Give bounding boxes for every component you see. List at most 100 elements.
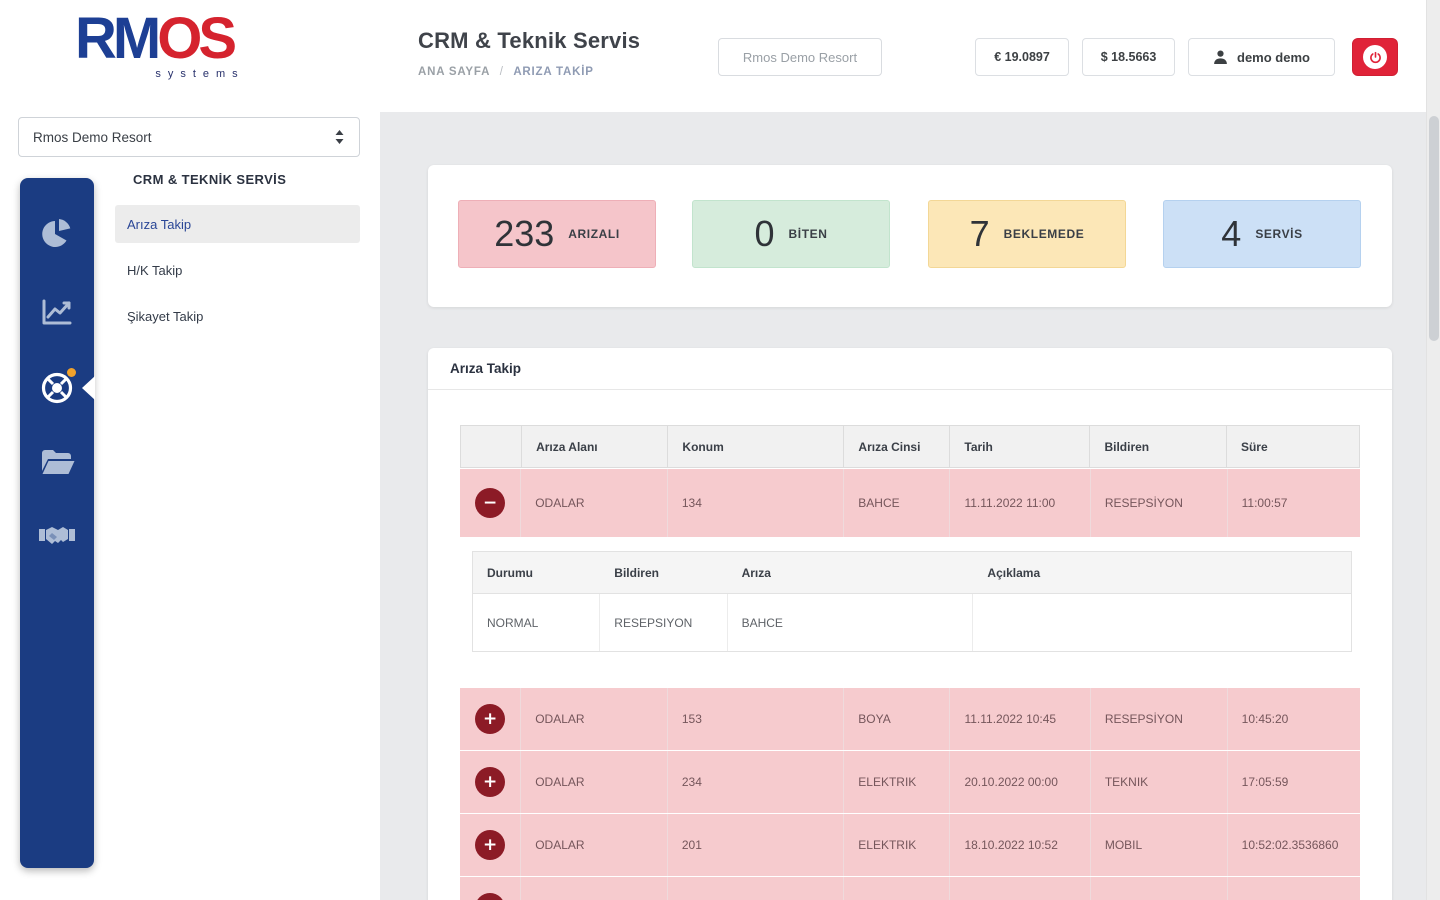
menu-section-title: CRM & TEKNİK SERVİS: [133, 172, 287, 187]
stat-biten-value: 0: [754, 213, 775, 254]
ariza-takip-panel: Arıza Takip Arıza Alanı Konum Arıza Cins…: [428, 348, 1392, 900]
usd-rate-button[interactable]: $ 18.5663: [1082, 38, 1175, 76]
menu-item-sikayet-takip[interactable]: Şikayet Takip: [127, 308, 204, 324]
row-detail-section: Durumu Bildiren Arıza Açıklama NORMAL RE…: [472, 551, 1352, 652]
cell-sure: 10:45:20: [1241, 712, 1289, 726]
stat-servis: 4 SERVİS: [1163, 200, 1361, 268]
breadcrumb: ANA SAYFA / ARIZA TAKİP: [418, 66, 640, 78]
cell-sure: 17:05:59: [1241, 775, 1289, 789]
page-scrollbar[interactable]: [1426, 0, 1440, 900]
stat-servis-label: SERVİS: [1255, 227, 1303, 241]
subtable-data-row: NORMAL RESEPSIYON BAHCE: [473, 594, 1351, 651]
stats-card: 233 ARIZALI 0 BİTEN 7 BEKLEMEDE 4 SERVİS: [428, 165, 1392, 307]
line-chart-icon: [40, 295, 74, 329]
header-bildiren: Bildiren: [1090, 426, 1227, 467]
notification-dot: [67, 368, 76, 377]
expand-row-button[interactable]: +: [475, 767, 506, 797]
stat-servis-value: 4: [1221, 213, 1242, 254]
stat-beklemede-label: BEKLEMEDE: [1003, 227, 1085, 241]
rail-item-reports[interactable]: [20, 284, 94, 340]
resort-button[interactable]: Rmos Demo Resort: [718, 38, 882, 76]
power-icon: [1363, 45, 1387, 69]
expand-row-button[interactable]: +: [475, 830, 506, 860]
main-content: 233 ARIZALI 0 BİTEN 7 BEKLEMEDE 4 SERVİS…: [380, 112, 1426, 900]
cell-ariza-alani: [521, 877, 668, 900]
cell-bildiren: TEKNIK: [1091, 751, 1228, 813]
table-row[interactable]: + ODALAR 153 BOYA 11.11.2022 10:45 RESEP…: [460, 688, 1360, 750]
expand-row-button[interactable]: +: [475, 704, 506, 734]
header-sure: Süre: [1240, 439, 1268, 454]
table-row[interactable]: − ODALAR 134 BAHCE 11.11.2022 11:00 RESE…: [460, 469, 1360, 537]
rail-item-dashboard[interactable]: [20, 206, 94, 262]
stat-arizali-value: 233: [494, 213, 555, 254]
subheader-durumu: Durumu: [487, 565, 533, 580]
cell-konum: 234: [668, 751, 845, 813]
stat-arizali: 233 ARIZALI: [458, 200, 656, 268]
menu-item-hk-takip[interactable]: H/K Takip: [127, 262, 183, 278]
cell-bildiren: RESEPSİYON: [1091, 469, 1228, 537]
subcell-aciklama: [973, 594, 1351, 651]
breadcrumb-current: ARIZA TAKİP: [513, 66, 594, 78]
ariza-table: Arıza Alanı Konum Arıza Cinsi Tarih Bild…: [460, 425, 1360, 900]
breadcrumb-home-link[interactable]: ANA SAYFA: [418, 66, 490, 78]
cell-konum: 201: [668, 814, 845, 876]
cell-ariza-cinsi: [844, 877, 951, 900]
cell-ariza-alani: ODALAR: [521, 814, 668, 876]
rail-item-partners[interactable]: [20, 508, 94, 564]
subcell-ariza: BAHCE: [728, 594, 974, 651]
page-title: CRM & Teknik Servis: [418, 28, 641, 53]
cell-bildiren: [1091, 877, 1228, 900]
select-arrows-icon: [334, 129, 345, 145]
table-row[interactable]: + ODALAR 234 ELEKTRIK 20.10.2022 00:00 T…: [460, 751, 1360, 813]
life-ring-icon: [39, 370, 75, 406]
cell-ariza-cinsi: ELEKTRIK: [844, 814, 951, 876]
collapse-row-button[interactable]: −: [475, 488, 506, 518]
cell-ariza-cinsi: ELEKTRIK: [844, 751, 951, 813]
cell-bildiren: RESEPSİYON: [1091, 688, 1228, 750]
scrollbar-thumb[interactable]: [1429, 116, 1439, 341]
page-title-block: CRM & Teknik Servis ANA SAYFA / ARIZA TA…: [418, 28, 640, 78]
cell-konum: [668, 877, 845, 900]
expand-row-button[interactable]: +: [475, 893, 506, 900]
eur-rate-button[interactable]: € 19.0897: [975, 38, 1069, 76]
icon-rail: [20, 178, 95, 868]
logo-text-blue: RM: [75, 6, 161, 71]
cell-konum: 134: [668, 469, 845, 537]
cell-ariza-alani: ODALAR: [521, 469, 668, 537]
header-tarih: Tarih: [950, 426, 1091, 467]
subcell-durumu: NORMAL: [473, 594, 601, 651]
logout-button[interactable]: [1352, 38, 1398, 76]
panel-header: Arıza Takip: [428, 348, 1392, 390]
pie-chart-icon: [40, 217, 74, 251]
table-header-row: Arıza Alanı Konum Arıza Cinsi Tarih Bild…: [460, 425, 1360, 468]
handshake-icon: [38, 523, 76, 549]
cell-tarih: [950, 877, 1091, 900]
table-row[interactable]: + ODALAR 201 ELEKTRIK 18.10.2022 10:52 M…: [460, 814, 1360, 876]
logo-text-red: OS: [157, 6, 237, 71]
sidebar-menu: CRM & TEKNİK SERVİS Arıza Takip H/K Taki…: [115, 172, 360, 343]
logo-subtitle: systems: [155, 68, 245, 80]
cell-ariza-cinsi: BAHCE: [844, 469, 951, 537]
stat-biten: 0 BİTEN: [692, 200, 890, 268]
logo-wordmark: RMOS: [75, 8, 295, 70]
subheader-bildiren: Bildiren: [614, 565, 659, 580]
cell-sure: [1228, 877, 1360, 900]
subheader-ariza: Arıza: [741, 565, 771, 580]
panel-title: Arıza Takip: [450, 361, 522, 376]
menu-item-ariza-takip[interactable]: Arıza Takip: [115, 205, 360, 243]
header-ariza-alani: Arıza Alanı: [522, 426, 669, 467]
cell-tarih: 20.10.2022 00:00: [950, 751, 1091, 813]
subtable-header-row: Durumu Bildiren Arıza Açıklama: [473, 552, 1351, 594]
rail-item-files[interactable]: [20, 434, 94, 490]
breadcrumb-separator: /: [499, 66, 504, 78]
user-icon: [1213, 49, 1228, 65]
cell-tarih: 18.10.2022 10:52: [950, 814, 1091, 876]
cell-ariza-alani: ODALAR: [521, 751, 668, 813]
property-select[interactable]: Rmos Demo Resort: [18, 117, 360, 157]
cell-konum: 153: [668, 688, 845, 750]
stat-biten-label: BİTEN: [788, 227, 828, 241]
user-menu-button[interactable]: demo demo: [1188, 38, 1335, 76]
rail-item-support-active[interactable]: [20, 360, 95, 416]
cell-sure: 11:00:57: [1241, 496, 1288, 510]
table-row[interactable]: +: [460, 877, 1360, 900]
